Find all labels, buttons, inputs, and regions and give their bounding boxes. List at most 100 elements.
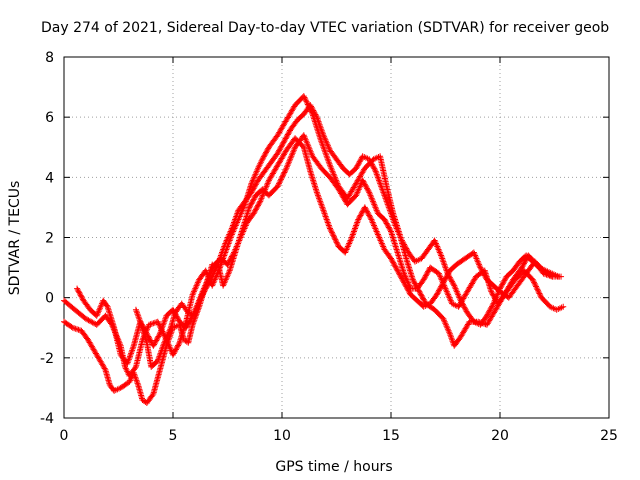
data-point [359,177,366,184]
data-point [433,291,440,298]
data-point [459,300,466,307]
data-point [355,161,362,168]
data-point [366,213,373,220]
data-point [276,146,283,153]
data-point [173,345,180,352]
data-point [225,258,232,265]
data-point [208,274,215,281]
data-point [304,100,311,107]
data-point [499,281,506,288]
data-point [401,280,408,287]
data-point [282,166,289,173]
data-point [421,298,428,305]
data-point [72,325,79,332]
data-point [487,306,494,313]
x-tick-label: 5 [169,428,178,444]
data-point [299,143,306,150]
data-point [478,267,485,274]
data-point [251,184,258,191]
data-point [482,273,489,280]
data-point [251,209,258,216]
data-point [76,289,83,296]
data-point [144,332,151,339]
data-point [326,225,333,232]
data-point [388,255,394,262]
data-point [417,289,424,296]
data-point [404,286,411,293]
data-point [250,185,257,192]
data-point [175,341,182,348]
data-point [457,297,464,304]
data-point [441,276,448,283]
data-point [249,186,256,193]
y-tick-label: -2 [40,351,54,367]
data-point [201,288,208,295]
data-point [398,237,405,244]
data-point [422,272,429,279]
data-point [275,148,282,155]
x-tick-label: 20 [491,428,509,444]
data-point [410,277,417,284]
data-point [308,103,315,110]
data-point [280,172,287,179]
data-point [402,282,409,289]
data-point [389,258,396,265]
data-point [147,337,154,344]
data-point [442,275,449,282]
y-axis-label: SDTVAR / TECUs [7,181,23,296]
data-point [366,156,373,163]
data-point [280,170,287,177]
data-point [172,312,179,319]
data-point [533,283,540,290]
data-point [478,265,485,272]
data-point [330,233,337,240]
data-point [332,237,339,244]
data-point [477,264,484,271]
data-point [329,231,336,238]
data-point [279,142,285,149]
data-point [331,235,338,242]
data-point [146,336,153,343]
data-point [362,182,369,189]
data-point [302,95,309,102]
data-point [251,195,258,202]
data-point [358,211,365,218]
data-point [498,282,505,289]
data-point [519,263,526,270]
data-point [185,320,192,327]
data-point [256,199,263,206]
data-point [147,321,154,328]
data-point [207,277,214,284]
data-point [364,186,371,193]
data-point [206,278,213,285]
data-point [395,268,402,275]
data-point [500,278,507,285]
data-point [229,252,236,259]
data-point [366,212,373,219]
data-point [252,181,259,188]
data-point [249,197,256,204]
data-point [356,215,363,222]
data-point [141,326,148,333]
data-point [488,304,495,311]
data-point [225,260,232,267]
data-point [502,276,509,283]
data-point [355,216,362,223]
data-point [402,244,409,251]
data-point [449,278,456,285]
x-tick-label: 25 [600,428,618,444]
data-point [356,159,363,166]
data-point [537,291,544,298]
data-point [175,342,182,349]
data-point [385,224,392,231]
data-point [364,209,371,216]
data-point [381,216,388,223]
data-point [401,242,408,249]
data-point [501,277,508,284]
data-point [188,314,195,321]
data-point [448,277,455,284]
data-point [439,280,446,287]
data-point [76,290,83,297]
data-point [278,143,285,150]
data-point [140,325,147,332]
